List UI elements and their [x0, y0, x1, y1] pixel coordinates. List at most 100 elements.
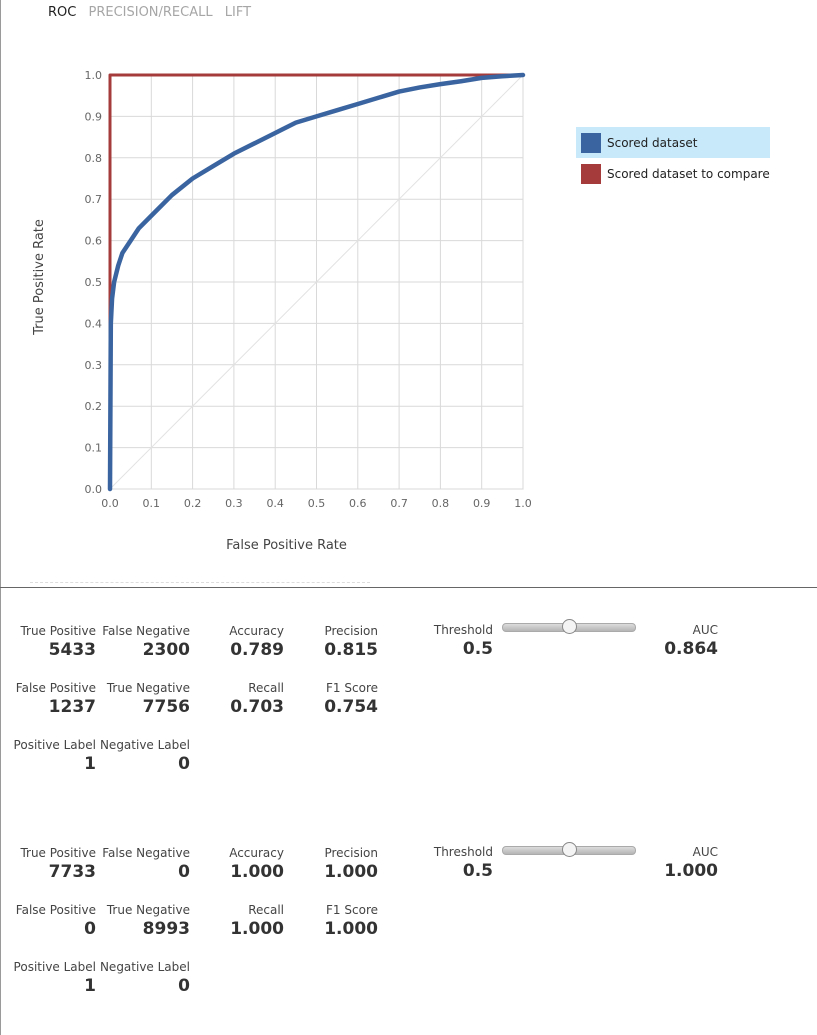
random-classifier-diagonal	[109, 74, 524, 490]
metric-label: F1 Score	[326, 903, 378, 917]
threshold-slider[interactable]	[502, 842, 636, 857]
metric-true-positive: True Positive 7733	[20, 846, 96, 882]
metric-label: Recall	[248, 903, 284, 917]
tab-lift[interactable]: LIFT	[224, 5, 252, 20]
metric-label: Precision	[324, 624, 378, 638]
metric-recall: Recall 0.703	[230, 681, 284, 717]
y-tick-label: 0.7	[85, 193, 103, 206]
metric-label: False Positive	[15, 903, 96, 917]
x-tick-label: 0.2	[184, 497, 202, 510]
metric-value: 0.754	[324, 697, 378, 717]
metric-auc: AUC 0.864	[664, 623, 718, 659]
metric-value: 0	[84, 919, 96, 939]
metric-label: Accuracy	[229, 846, 284, 860]
x-axis-label: False Positive Rate	[226, 538, 347, 553]
metric-auc: AUC 1.000	[664, 845, 718, 881]
y-axis-label: True Positive Rate	[32, 219, 47, 336]
y-tick-label: 0.9	[85, 110, 103, 123]
metric-label: AUC	[692, 845, 718, 859]
x-tick-label: 0.1	[143, 497, 161, 510]
divider-shadow	[30, 582, 370, 584]
y-tick-label: 1.0	[85, 69, 103, 82]
threshold-slider[interactable]	[502, 619, 636, 634]
metric-value: 0.864	[664, 639, 718, 659]
metric-accuracy: Accuracy 1.000	[229, 846, 284, 882]
metric-value: 0.5	[462, 639, 493, 659]
metric-f1-score: F1 Score 1.000	[324, 903, 378, 939]
y-tick-label: 0.2	[85, 400, 103, 413]
metric-value: 1237	[48, 697, 96, 717]
metric-label: False Negative	[102, 624, 190, 638]
x-tick-label: 0.6	[349, 497, 367, 510]
x-tick-label: 0.7	[390, 497, 408, 510]
metric-label: Precision	[324, 846, 378, 860]
x-tick-label: 0.3	[225, 497, 243, 510]
tab-roc[interactable]: ROC	[48, 5, 77, 20]
y-tick-label: 0.0	[85, 483, 103, 496]
metric-label: F1 Score	[326, 681, 378, 695]
metric-label: False Positive	[15, 681, 96, 695]
y-tick-label: 0.6	[85, 235, 103, 248]
metric-false-negative: False Negative 0	[102, 846, 190, 882]
metric-negative-label: Negative Label 0	[100, 738, 190, 774]
legend-swatch-scored-dataset-compare	[581, 163, 601, 184]
metric-value: 1.000	[230, 919, 284, 939]
metric-false-negative: False Negative 2300	[102, 624, 190, 660]
metric-value: 1	[84, 976, 96, 996]
metric-true-negative: True Negative 7756	[107, 681, 190, 717]
metric-label: False Negative	[102, 846, 190, 860]
metric-value: 1.000	[230, 862, 284, 882]
y-tick-label: 0.3	[85, 359, 103, 372]
tab-precision-recall[interactable]: PRECISION/RECALL	[88, 5, 213, 20]
y-tick-label: 0.1	[85, 442, 103, 455]
x-tick-label: 0.4	[266, 497, 284, 510]
metric-false-positive: False Positive 1237	[16, 681, 96, 717]
metric-value: 2300	[142, 640, 190, 660]
y-tick-label: 0.5	[85, 276, 103, 289]
metric-label: Threshold	[433, 845, 493, 859]
threshold-slider-thumb[interactable]	[561, 842, 577, 857]
metric-label: Recall	[248, 681, 284, 695]
metric-label: True Positive	[20, 624, 96, 638]
metric-label: AUC	[692, 623, 718, 637]
metric-value: 8993	[142, 919, 190, 939]
metric-false-positive: False Positive 0	[16, 903, 96, 939]
metric-label: Negative Label	[99, 738, 190, 752]
x-tick-label: 0.9	[473, 497, 491, 510]
metrics-panel-scored-dataset-compare: True Positive 7733 False Negative 0 Accu…	[0, 842, 817, 1033]
metric-true-positive: True Positive 5433	[20, 624, 96, 660]
metric-label: True Negative	[106, 681, 190, 695]
metric-label: Negative Label	[99, 960, 190, 974]
legend-item-scored-dataset[interactable]: Scored dataset	[576, 127, 770, 158]
metric-value: 1.000	[664, 861, 718, 881]
y-tick-label: 0.8	[85, 152, 103, 165]
metric-value: 5433	[48, 640, 96, 660]
metric-accuracy: Accuracy 0.789	[229, 624, 284, 660]
legend-item-scored-dataset-compare[interactable]: Scored dataset to compare	[576, 158, 770, 189]
metric-positive-label: Positive Label 1	[14, 960, 96, 996]
metric-value: 0.789	[230, 640, 284, 660]
metric-value: 0	[178, 862, 190, 882]
metric-threshold: Threshold 0.5	[434, 623, 493, 659]
x-tick-label: 0.8	[432, 497, 450, 510]
metric-value: 0.815	[324, 640, 378, 660]
metric-value: 0	[178, 976, 190, 996]
roc-curve-scored-dataset	[107, 72, 526, 492]
window-left-border	[0, 0, 1, 1035]
legend-label-scored-dataset-compare: Scored dataset to compare	[607, 166, 770, 181]
chart-legend: Scored dataset Scored dataset to compare	[576, 127, 770, 189]
metric-true-negative: True Negative 8993	[107, 903, 190, 939]
metric-f1-score: F1 Score 0.754	[324, 681, 378, 717]
metrics-panel-scored-dataset: True Positive 5433 False Negative 2300 A…	[0, 619, 817, 810]
section-divider[interactable]	[0, 587, 817, 588]
x-tick-label: 0.5	[308, 497, 326, 510]
threshold-slider-thumb[interactable]	[561, 619, 577, 634]
metric-value: 0	[178, 754, 190, 774]
metric-label: Threshold	[433, 623, 493, 637]
metric-value: 1.000	[324, 919, 378, 939]
x-tick-label: 0.0	[101, 497, 119, 510]
metric-label: Positive Label	[13, 738, 96, 752]
metric-threshold: Threshold 0.5	[434, 845, 493, 881]
metric-value: 1.000	[324, 862, 378, 882]
metric-value: 7733	[48, 862, 96, 882]
